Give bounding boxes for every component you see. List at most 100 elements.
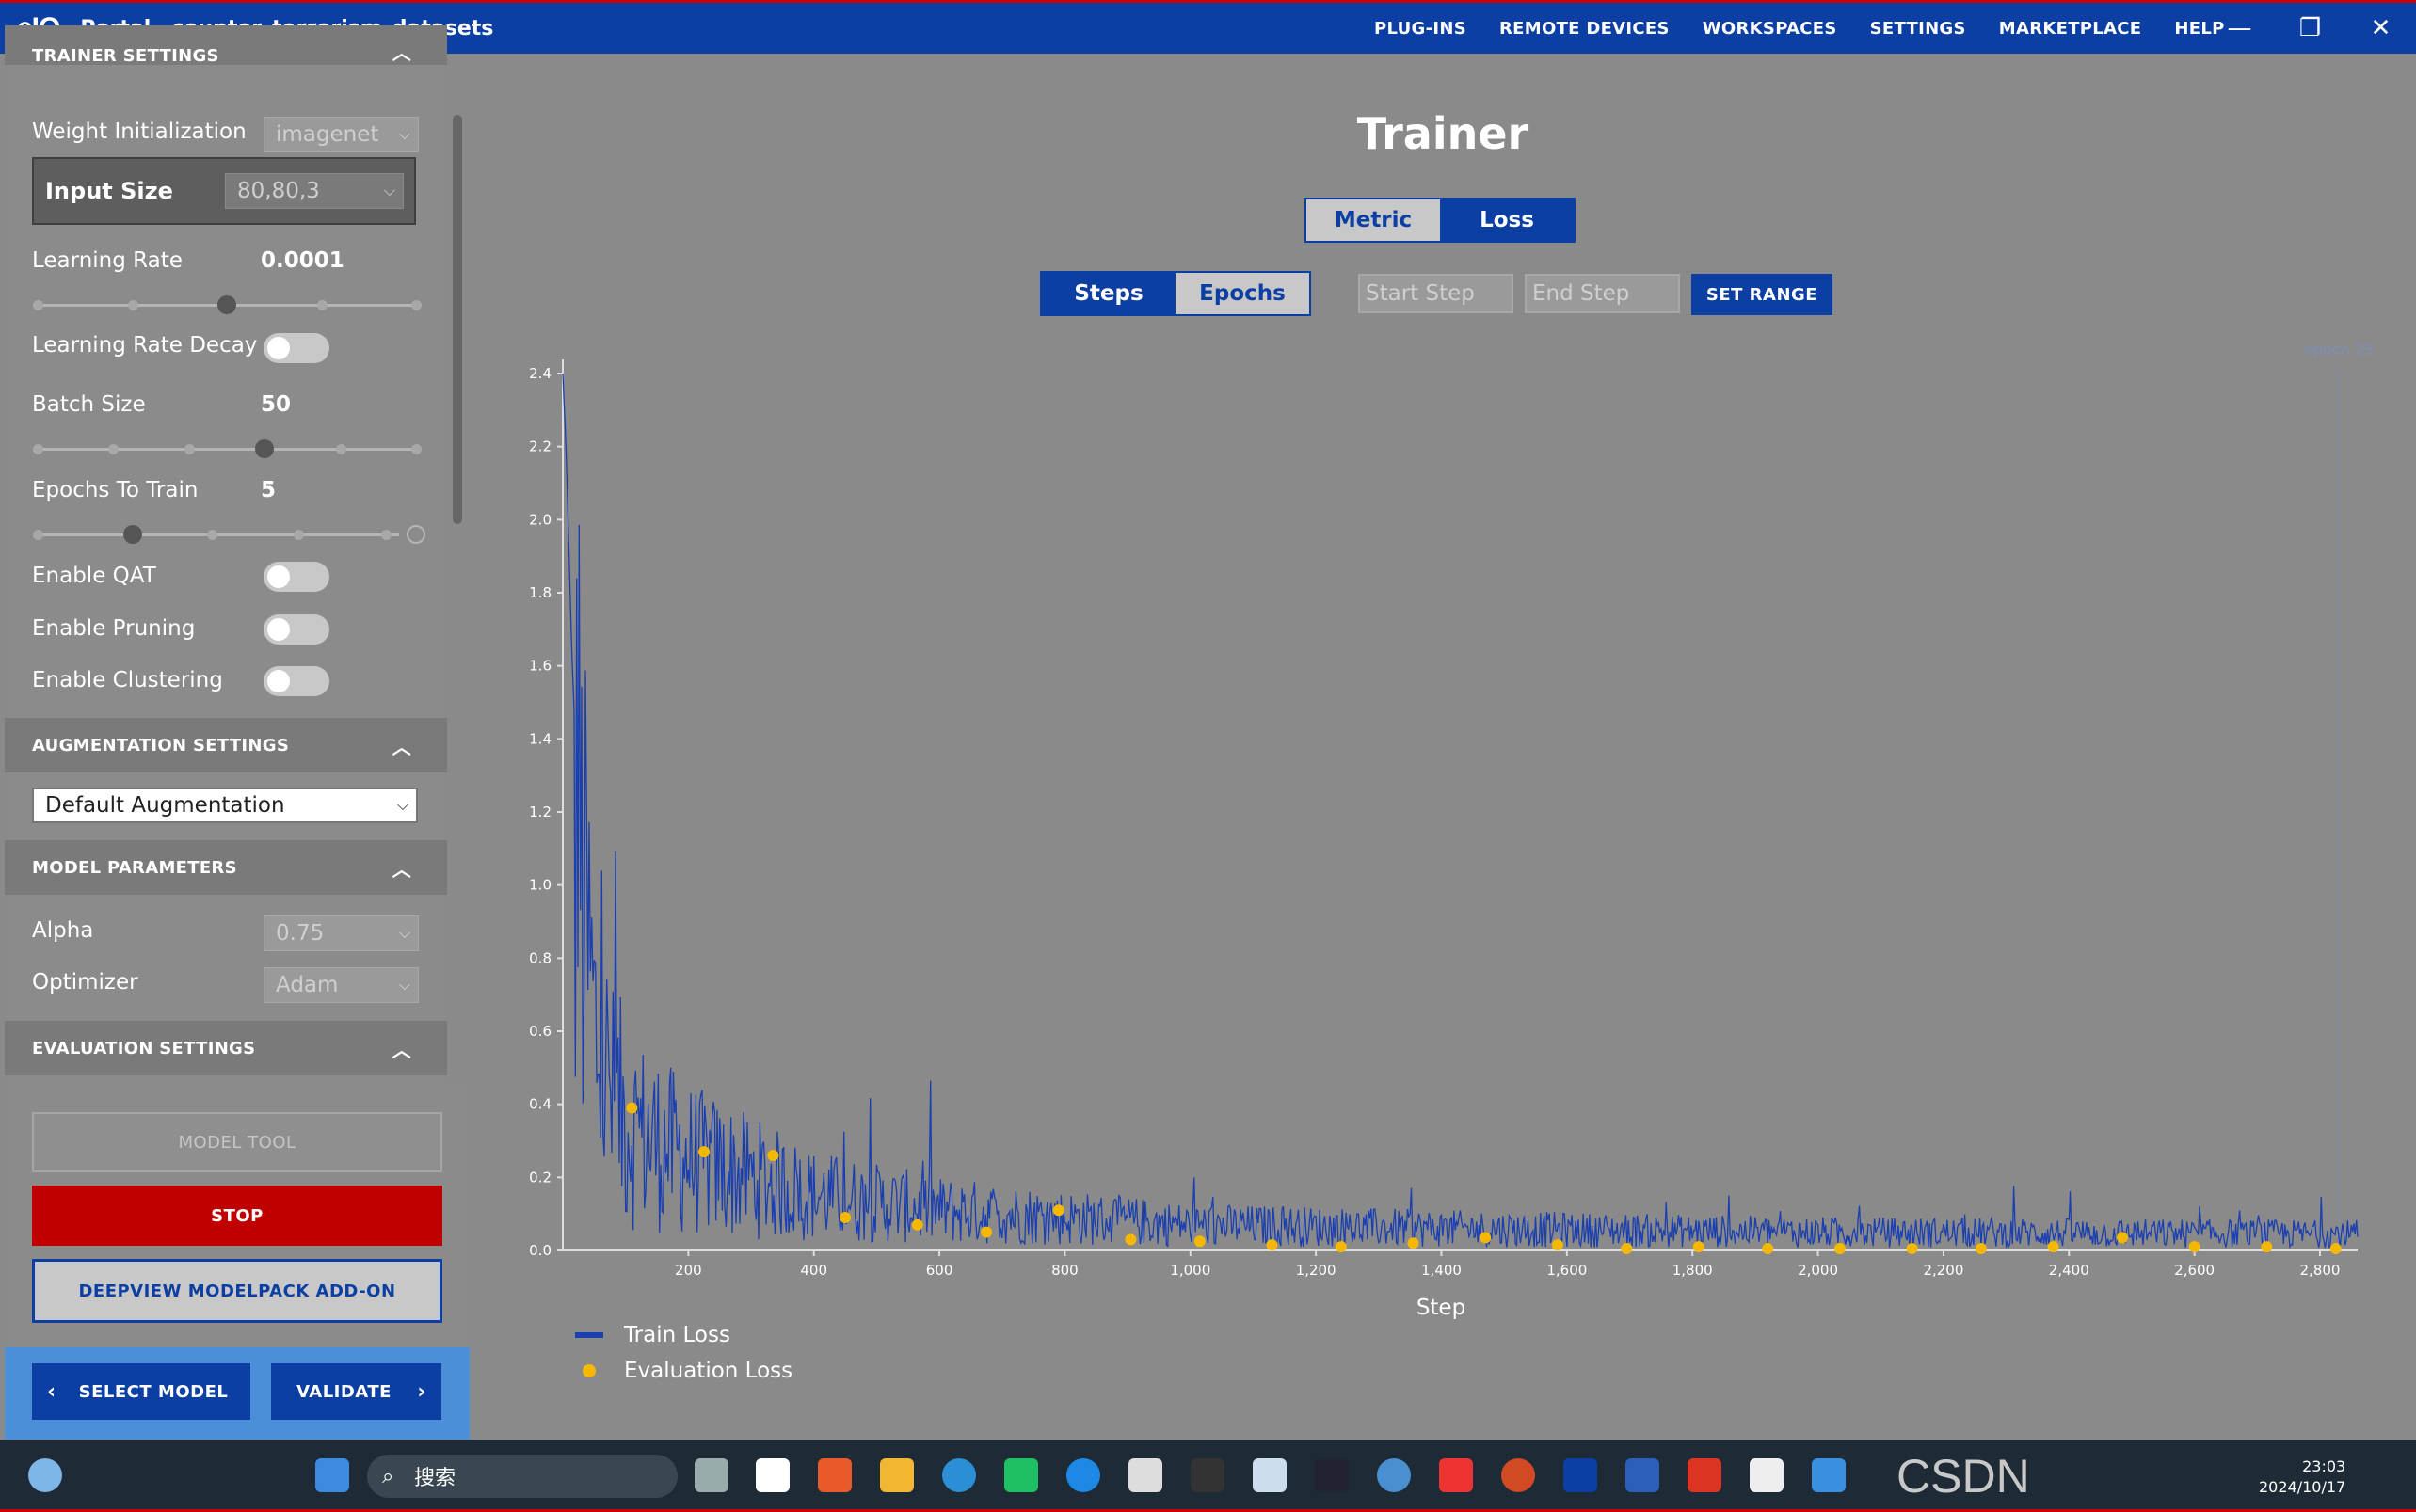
augmentation-select[interactable]: Default Augmentation ⌵ [32, 788, 418, 823]
eval-loss-point [1906, 1243, 1918, 1255]
y-tick-label: 0.6 [529, 1023, 552, 1040]
weight-init-value: imagenet [276, 122, 379, 147]
clustering-toggle[interactable] [264, 666, 329, 696]
qat-toggle[interactable] [264, 562, 329, 592]
taskbar-search[interactable]: ⌕ 搜索 [367, 1455, 678, 1498]
chevron-up-icon: ︿ [392, 857, 411, 881]
app-icon[interactable] [1128, 1458, 1162, 1492]
app-icon[interactable] [1253, 1458, 1287, 1492]
y-tick-label: 0.4 [529, 1096, 552, 1113]
slider-handle[interactable] [255, 439, 275, 458]
task-view-icon[interactable] [695, 1458, 728, 1492]
menu-settings[interactable]: SETTINGS [1869, 18, 1966, 39]
alpha-select[interactable]: 0.75 ⌵ [264, 915, 419, 951]
pruning-toggle[interactable] [264, 614, 329, 645]
stop-button[interactable]: STOP [32, 1186, 442, 1246]
tab-epochs[interactable]: Epochs [1176, 273, 1309, 314]
optimizer-value: Adam [276, 973, 339, 997]
optimizer-label: Optimizer [32, 970, 138, 995]
eval-loss-point [1551, 1239, 1563, 1251]
input-size-row: Input Size 80,80,3 ⌵ [32, 157, 416, 225]
train-loss-line [562, 373, 2359, 1249]
edge-icon[interactable] [942, 1458, 976, 1492]
batch-size-slider[interactable] [33, 439, 422, 458]
slider-handle[interactable] [217, 295, 236, 314]
slider-handle[interactable] [122, 525, 142, 544]
eval-loss-point [2329, 1243, 2342, 1255]
app-icon[interactable] [756, 1458, 790, 1492]
menu-marketplace[interactable]: MARKETPLACE [1998, 18, 2142, 39]
model-params-header[interactable]: MODEL PARAMETERS ︿ [5, 840, 447, 895]
x-tick-label: 600 [926, 1262, 953, 1279]
app-icon[interactable] [1750, 1458, 1784, 1492]
lr-decay-toggle[interactable] [264, 333, 329, 363]
clock-date: 2024/10/17 [2259, 1478, 2346, 1496]
word-icon[interactable] [1625, 1458, 1659, 1492]
end-step-input[interactable]: End Step [1525, 274, 1680, 313]
sidebar-scrollbar[interactable] [453, 115, 462, 524]
eval-loss-point [1692, 1241, 1704, 1253]
eval-loss-point [1407, 1237, 1419, 1249]
input-size-select[interactable]: 80,80,3 ⌵ [225, 173, 404, 209]
app-icon[interactable] [1377, 1458, 1411, 1492]
epochs-slider[interactable] [33, 525, 425, 544]
clock[interactable]: 23:03 2024/10/17 [2259, 1456, 2345, 1498]
eval-loss-point [698, 1146, 711, 1158]
ie-icon[interactable] [1066, 1458, 1100, 1492]
learning-rate-slider[interactable] [33, 295, 422, 314]
folder-icon[interactable] [880, 1458, 914, 1492]
top-menu: PLUG-INS REMOTE DEVICES WORKSPACES SETTI… [1374, 3, 2258, 54]
start-step-input[interactable]: Start Step [1358, 274, 1513, 313]
menu-help[interactable]: HELP [2174, 18, 2225, 39]
restore-icon[interactable]: ❐ [2298, 14, 2322, 42]
eval-loss-point [1975, 1243, 1987, 1255]
app-icon[interactable] [1191, 1458, 1224, 1492]
tab-loss[interactable]: Loss [1440, 199, 1574, 241]
close-icon[interactable]: ✕ [2370, 14, 2392, 42]
store-icon[interactable] [818, 1458, 852, 1492]
trainer-settings-header[interactable]: TRAINER SETTINGS ︿ [5, 25, 447, 65]
powerpoint-icon[interactable] [1501, 1458, 1535, 1492]
nav-bar: ‹ SELECT MODEL VALIDATE › [5, 1347, 470, 1440]
validate-button[interactable]: VALIDATE › [271, 1363, 441, 1420]
menu-plugins[interactable]: PLUG-INS [1374, 18, 1467, 39]
model-tool-button[interactable]: MODEL TOOL [32, 1112, 442, 1172]
alpha-value: 0.75 [276, 921, 325, 946]
evaluation-header[interactable]: EVALUATION SETTINGS ︿ [5, 1021, 447, 1075]
y-tick-label: 0.2 [529, 1169, 552, 1186]
action-panel: MODEL TOOL STOP DEEPVIEW MODELPACK ADD-O… [5, 1087, 470, 1440]
app-icon[interactable] [1004, 1458, 1038, 1492]
app-icon[interactable] [1812, 1458, 1846, 1492]
pdf-icon[interactable] [1688, 1458, 1721, 1492]
set-range-button[interactable]: SET RANGE [1691, 274, 1832, 315]
weight-init-label: Weight Initialization [32, 119, 247, 144]
menu-remote-devices[interactable]: REMOTE DEVICES [1499, 18, 1670, 39]
qq-icon[interactable] [1439, 1458, 1473, 1492]
legend-train: Train Loss [575, 1323, 730, 1347]
tab-metric[interactable]: Metric [1306, 199, 1440, 241]
deepview-addon-button[interactable]: DEEPVIEW MODELPACK ADD-ON [32, 1259, 442, 1323]
trainer-settings-panel: TRAINER SETTINGS ︿ Weight Initialization… [5, 25, 462, 1087]
chevron-up-icon: ︿ [392, 735, 411, 758]
app-icon[interactable] [1315, 1458, 1349, 1492]
legend-train-swatch [575, 1332, 603, 1338]
trainer-main: Trainer Metric Loss Steps Epochs Start S… [470, 54, 2416, 1440]
menu-workspaces[interactable]: WORKSPACES [1702, 18, 1837, 39]
chart-axes: 0.0 0.2 0.4 0.6 0.8 1.0 1.2 1.4 1.6 1.8 2.0 2.2 2.4 2… [529, 341, 2374, 1279]
augmentation-header[interactable]: AUGMENTATION SETTINGS ︿ [5, 718, 447, 772]
eval-loss-point [1833, 1243, 1846, 1255]
eiq-taskbar-icon[interactable] [1563, 1458, 1597, 1492]
minimize-icon[interactable]: — [2227, 14, 2252, 42]
tab-steps[interactable]: Steps [1042, 273, 1176, 314]
y-tick-label: 0.8 [529, 949, 552, 966]
section-title: MODEL PARAMETERS [32, 857, 237, 878]
train-loss-series [562, 373, 2359, 1249]
start-icon[interactable] [315, 1458, 349, 1492]
weather-icon[interactable] [28, 1458, 62, 1492]
chevron-down-icon: ⌵ [398, 924, 410, 942]
chevron-up-icon: ︿ [392, 1038, 411, 1061]
optimizer-select[interactable]: Adam ⌵ [264, 967, 419, 1003]
select-model-button[interactable]: ‹ SELECT MODEL [32, 1363, 250, 1420]
section-title: AUGMENTATION SETTINGS [32, 735, 290, 756]
weight-init-select[interactable]: imagenet ⌵ [264, 117, 419, 152]
